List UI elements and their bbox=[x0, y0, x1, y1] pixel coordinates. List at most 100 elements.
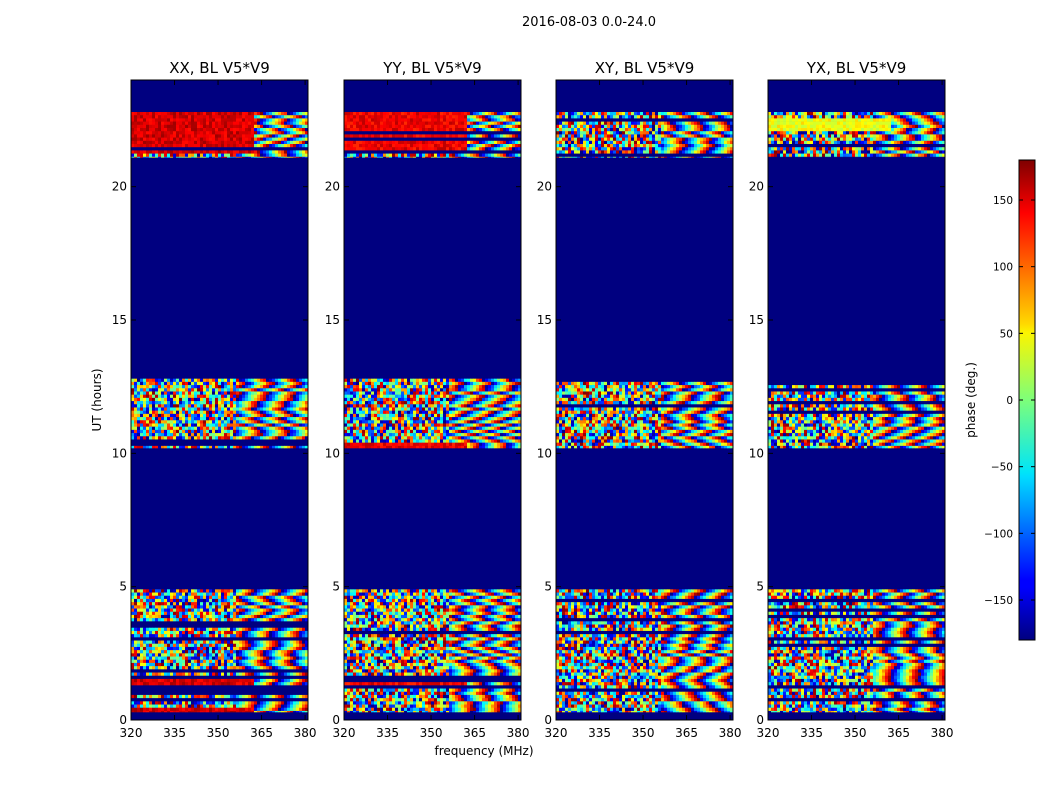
heatmap-cell bbox=[263, 381, 267, 386]
heatmap-cell bbox=[236, 630, 240, 635]
heatmap-cell bbox=[212, 397, 216, 402]
heatmap-cell bbox=[236, 611, 240, 616]
heatmap-cell bbox=[266, 426, 270, 431]
heatmap-cell bbox=[425, 598, 429, 603]
heatmap-cell bbox=[188, 121, 192, 126]
heatmap-cell bbox=[158, 602, 162, 606]
heatmap-cell bbox=[413, 589, 417, 593]
heatmap-cell bbox=[305, 643, 308, 648]
heatmap-cell bbox=[218, 704, 222, 709]
heatmap-cell bbox=[299, 115, 303, 119]
heatmap-cell bbox=[134, 124, 138, 129]
heatmap-cell bbox=[485, 640, 489, 645]
heatmap-cell bbox=[251, 662, 255, 667]
heatmap-cell bbox=[461, 627, 465, 632]
heatmap-row bbox=[131, 698, 308, 702]
heatmap-cell bbox=[158, 634, 162, 638]
heatmap-cell bbox=[266, 627, 270, 632]
heatmap-cell bbox=[233, 391, 237, 395]
heatmap-cell bbox=[515, 650, 519, 654]
heatmap-cell bbox=[170, 391, 174, 395]
heatmap-cell bbox=[392, 614, 396, 619]
heatmap-cell bbox=[281, 404, 285, 408]
heatmap-cell bbox=[239, 134, 243, 138]
heatmap-cell bbox=[299, 391, 303, 395]
heatmap-cell bbox=[158, 710, 162, 713]
heatmap-cell bbox=[464, 611, 468, 616]
heatmap-cell bbox=[278, 659, 282, 664]
heatmap-cell bbox=[134, 394, 138, 399]
heatmap-cell bbox=[284, 653, 288, 657]
heatmap-cell bbox=[275, 433, 279, 437]
heatmap-cell bbox=[266, 417, 270, 421]
heatmap-cell bbox=[440, 646, 444, 651]
heatmap-cell bbox=[197, 413, 201, 418]
heatmap-cell bbox=[518, 640, 521, 645]
heatmap-cell bbox=[179, 401, 183, 405]
heatmap-cell bbox=[233, 701, 237, 705]
heatmap-cell bbox=[263, 611, 267, 616]
heatmap-cell bbox=[242, 112, 246, 116]
heatmap-cell bbox=[185, 429, 189, 434]
heatmap-cell bbox=[188, 605, 192, 609]
heatmap-cell bbox=[149, 710, 153, 713]
heatmap-cell bbox=[224, 627, 228, 632]
heatmap-cell bbox=[344, 602, 348, 606]
heatmap-cell bbox=[131, 627, 135, 632]
heatmap-cell bbox=[266, 445, 270, 449]
heatmap-cell bbox=[200, 112, 204, 116]
heatmap-cell bbox=[203, 385, 207, 389]
heatmap-cell bbox=[290, 602, 294, 606]
heatmap-cell bbox=[275, 672, 279, 677]
heatmap-cell bbox=[290, 144, 294, 148]
heatmap-cell bbox=[260, 429, 264, 434]
heatmap-cell bbox=[293, 611, 297, 616]
heatmap-cell bbox=[203, 634, 207, 638]
heatmap-cell bbox=[248, 605, 252, 609]
heatmap-cell bbox=[242, 121, 246, 126]
heatmap-cell bbox=[263, 707, 267, 712]
heatmap-cell bbox=[131, 397, 135, 402]
heatmap-cell bbox=[137, 602, 141, 606]
heatmap-cell bbox=[221, 407, 225, 411]
heatmap-cell bbox=[296, 707, 300, 712]
heatmap-cell bbox=[161, 710, 165, 713]
heatmap-cell bbox=[293, 614, 297, 619]
heatmap-cell bbox=[446, 595, 450, 600]
heatmap-cell bbox=[272, 156, 276, 158]
heatmap-cell bbox=[233, 666, 237, 670]
heatmap-cell bbox=[278, 630, 282, 635]
heatmap-cell bbox=[512, 602, 516, 606]
heatmap-cell bbox=[251, 630, 255, 635]
heatmap-cell bbox=[137, 112, 141, 116]
heatmap-cell bbox=[182, 682, 186, 686]
heatmap-cell bbox=[182, 134, 186, 138]
heatmap-cell bbox=[233, 659, 237, 664]
heatmap-cell bbox=[215, 643, 219, 648]
heatmap-cell bbox=[251, 137, 255, 142]
heatmap-cell bbox=[344, 618, 348, 622]
heatmap-cell bbox=[263, 640, 267, 645]
heatmap-cell bbox=[212, 598, 216, 603]
heatmap-cell bbox=[176, 391, 180, 395]
heatmap-cell bbox=[149, 701, 153, 705]
heatmap-cell bbox=[224, 634, 228, 638]
heatmap-cell bbox=[233, 401, 237, 405]
heatmap-cell bbox=[182, 445, 186, 449]
heatmap-cell bbox=[206, 137, 210, 142]
heatmap-cell bbox=[275, 701, 279, 705]
heatmap-cell bbox=[233, 602, 237, 606]
heatmap-cell bbox=[218, 404, 222, 408]
heatmap-cell bbox=[290, 640, 294, 645]
heatmap-cell bbox=[392, 643, 396, 648]
heatmap-cell bbox=[176, 394, 180, 399]
heatmap-cell bbox=[146, 634, 150, 638]
heatmap-cell bbox=[164, 420, 168, 424]
heatmap-cell bbox=[263, 429, 267, 434]
heatmap-cell bbox=[347, 650, 351, 654]
heatmap-cell bbox=[365, 624, 369, 629]
heatmap-cell bbox=[221, 595, 225, 600]
heatmap-cell bbox=[224, 605, 228, 609]
heatmap-cell bbox=[503, 640, 507, 645]
heatmap-cell bbox=[281, 659, 285, 664]
